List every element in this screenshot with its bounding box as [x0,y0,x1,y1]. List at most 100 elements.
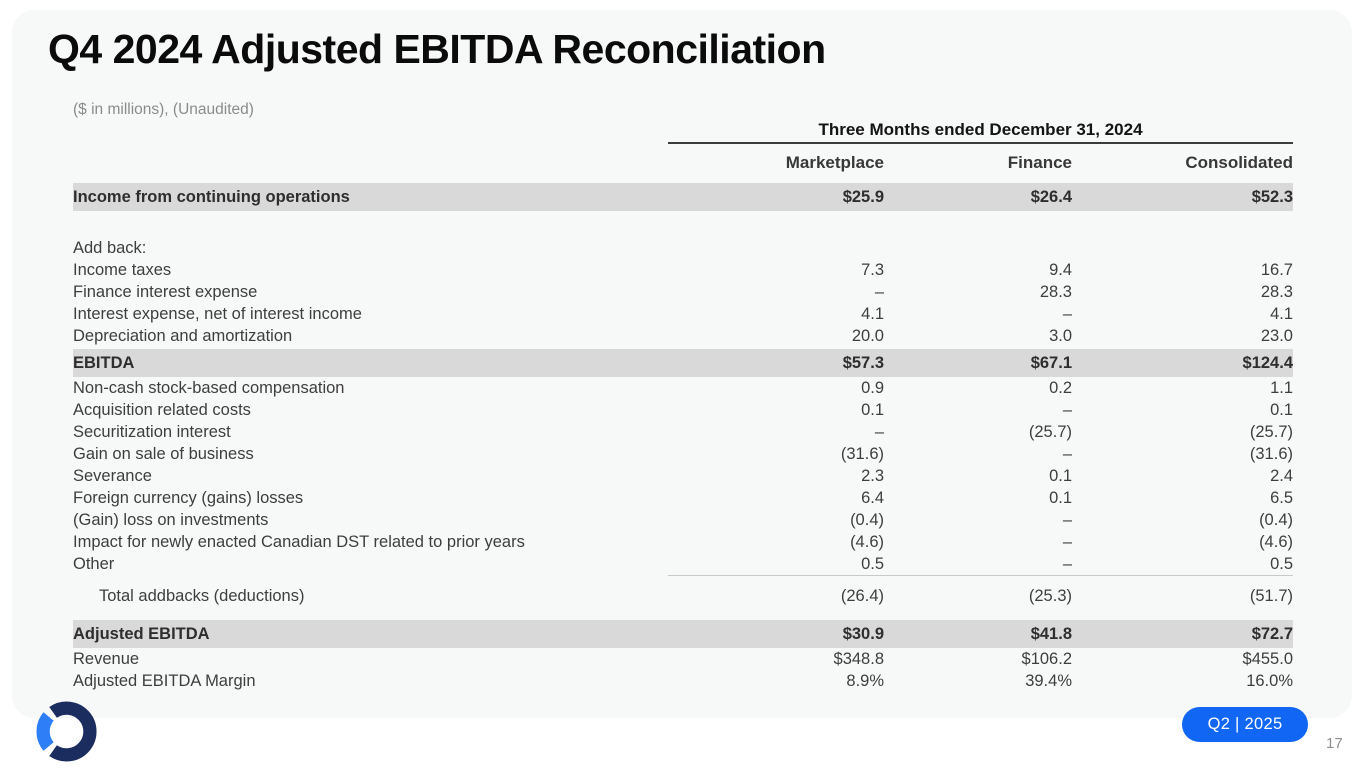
row-value: 0.2 [1049,379,1072,397]
row-value: 0.1 [1049,489,1072,507]
row-value: 0.5 [1270,555,1293,573]
row-label: Other [73,555,115,573]
row-value: 2.4 [1270,467,1293,485]
row-label: Interest expense, net of interest income [73,305,362,323]
row-value: $41.8 [1030,624,1072,643]
slide-title: Q4 2024 Adjusted EBITDA Reconciliation [48,26,826,72]
row-value: 16.7 [1260,261,1293,279]
row-label: Revenue [73,650,140,668]
row-value: $67.1 [1030,353,1072,372]
row-value: $72.7 [1251,624,1293,643]
reconciliation-table-body: Income from continuing operations $25.9 $2… [73,183,1293,692]
row-value: $106.2 [1021,650,1072,668]
row-label: Add back: [73,239,147,257]
table-row: Acquisition related costs 0.1 – 0.1 [73,399,1293,421]
values-divider-line [668,575,1293,576]
reconciliation-table: Three Months ended December 31, 2024 Mar… [73,120,1293,692]
table-row [73,211,1293,237]
row-label: Total addbacks (deductions) [99,587,305,605]
row-value: – [1062,555,1072,573]
openlane-ring-logo [36,701,97,762]
column-header-marketplace: Marketplace [785,153,884,172]
table-row: Total addbacks (deductions) (26.4) (25.3) (… [73,576,1293,620]
row-value: (25.7) [1249,423,1293,441]
quarter-badge-label: Q2 | 2025 [1207,715,1283,733]
row-value: $124.4 [1242,353,1293,372]
table-row: (Gain) loss on investments (0.4) – (0.4) [73,509,1293,531]
row-value: 23.0 [1260,327,1293,345]
row-value: – [1062,445,1072,463]
row-value: 0.9 [861,379,884,397]
row-value: (0.4) [850,511,884,529]
row-value: 6.4 [861,489,884,507]
row-value: – [874,423,884,441]
row-value: $57.3 [842,353,884,372]
column-header-consolidated: Consolidated [1185,153,1293,172]
row-value: $30.9 [842,624,884,643]
row-value: 20.0 [851,327,884,345]
row-value: 6.5 [1270,489,1293,507]
row-value: 7.3 [861,261,884,279]
column-header-finance: Finance [1007,153,1072,172]
table-row: Severance 2.3 0.1 2.4 [73,465,1293,487]
page-number: 17 [1326,735,1343,752]
row-value: 16.0% [1246,672,1293,690]
row-value: 0.1 [1270,401,1293,419]
table-row: Finance interest expense – 28.3 28.3 [73,281,1293,303]
row-value: $455.0 [1242,650,1293,668]
table-row: Revenue $348.8 $106.2 $455.0 [73,648,1293,670]
quarter-badge: Q2 | 2025 [1182,707,1308,742]
row-label: Income from continuing operations [73,187,350,206]
column-header-row: Marketplace Finance Consolidated [73,152,1293,174]
table-row: Other 0.5 – 0.5 [73,553,1293,575]
row-value: $348.8 [833,650,884,668]
table-row: Impact for newly enacted Canadian DST re… [73,531,1293,553]
row-label: Finance interest expense [73,283,258,301]
row-value: (31.6) [840,445,884,463]
row-value: 1.1 [1270,379,1293,397]
table-row: Foreign currency (gains) losses 6.4 0.1 6.5 [73,487,1293,509]
slide-subtitle: ($ in millions), (Unaudited) [73,101,254,118]
row-value: 0.1 [861,401,884,419]
row-value: (25.7) [1028,423,1072,441]
row-value: 0.1 [1049,467,1072,485]
table-row: Income from continuing operations $25.9 $2… [73,183,1293,211]
row-value: 39.4% [1025,672,1072,690]
row-label: Adjusted EBITDA Margin [73,672,256,690]
row-label: EBITDA [73,353,135,372]
row-value: – [1062,511,1072,529]
row-value: 3.0 [1049,327,1072,345]
table-row: Add back: [73,237,1293,259]
table-row: EBITDA $57.3 $67.1 $124.4 [73,349,1293,377]
table-row: Income taxes 7.3 9.4 16.7 [73,259,1293,281]
table-row: Securitization interest – (25.7) (25.7) [73,421,1293,443]
row-value: 28.3 [1260,283,1293,301]
row-label: Foreign currency (gains) losses [73,489,304,507]
logo-arc-blue [36,712,54,751]
row-label: Income taxes [73,261,172,279]
row-value: 4.1 [1270,305,1293,323]
row-value: 8.9% [846,672,884,690]
row-label: Acquisition related costs [73,401,251,419]
logo-arc-navy [49,701,97,762]
table-row: Interest expense, net of interest income… [73,303,1293,325]
row-value: – [874,283,884,301]
row-label: Non-cash stock-based compensation [73,379,345,397]
table-row: Adjusted EBITDA Margin 8.9% 39.4% 16.0% [73,670,1293,692]
row-value: – [1062,305,1072,323]
row-value: 4.1 [861,305,884,323]
row-value: $52.3 [1251,187,1293,206]
row-value: (31.6) [1249,445,1293,463]
row-value: (51.7) [1249,587,1293,605]
row-value: 2.3 [861,467,884,485]
table-row: Non-cash stock-based compensation 0.9 0.2 1… [73,377,1293,399]
table-row: Gain on sale of business (31.6) – (31.6) [73,443,1293,465]
table-row: Depreciation and amortization 20.0 3.0 23.0 [73,325,1293,347]
row-label: Gain on sale of business [73,445,254,463]
row-value: (4.6) [850,533,884,551]
row-label: Severance [73,467,152,485]
row-value: 28.3 [1039,283,1072,301]
period-header: Three Months ended December 31, 2024 [668,120,1293,144]
row-value: (4.6) [1259,533,1293,551]
row-value: (25.3) [1028,587,1072,605]
